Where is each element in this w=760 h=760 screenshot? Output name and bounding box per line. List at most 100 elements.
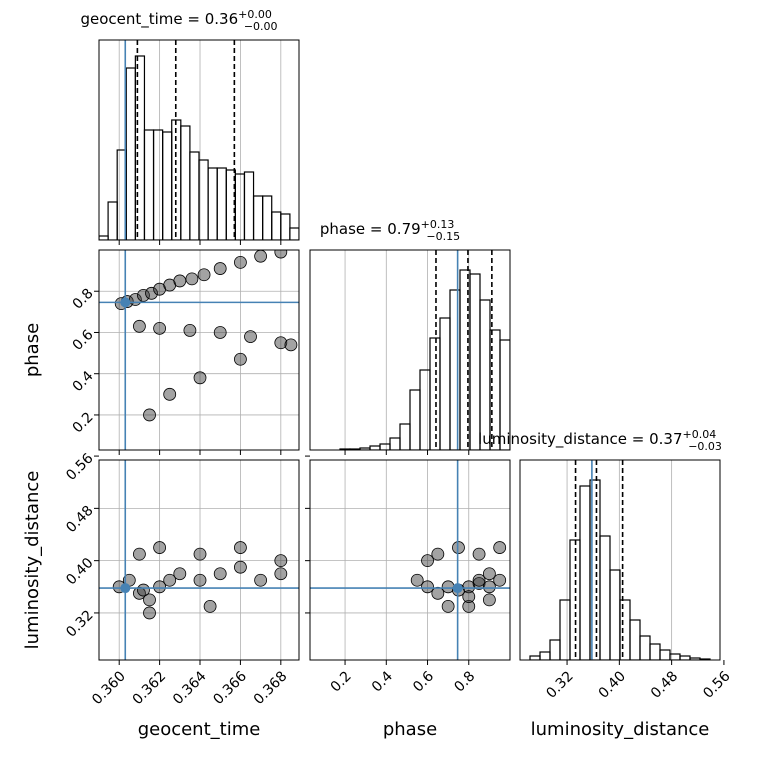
histogram-bin bbox=[125, 67, 136, 240]
density-point bbox=[254, 250, 268, 263]
panel-frame bbox=[98, 249, 300, 451]
density-point bbox=[153, 580, 167, 594]
panel: 0.2 0.4 0.6 0.8 phase bbox=[22, 249, 300, 455]
density-point bbox=[153, 541, 167, 554]
plot-area bbox=[310, 460, 510, 660]
density-point bbox=[493, 573, 507, 587]
panel-frame bbox=[98, 459, 300, 661]
density-point bbox=[493, 541, 507, 554]
histogram-bin bbox=[679, 655, 691, 660]
histogram-bin bbox=[409, 389, 421, 450]
x-tick-label: 0.2 bbox=[328, 668, 355, 695]
panel-title: phase = 0.79+0.13 −0.15 bbox=[320, 218, 460, 243]
density-point bbox=[482, 580, 496, 594]
panel-title: geocent_time = 0.36+0.00 −0.00 bbox=[80, 8, 277, 33]
density-point bbox=[193, 371, 207, 385]
panel-frame bbox=[309, 249, 511, 451]
histogram-bin bbox=[152, 129, 164, 240]
panel-title: luminosity_distance = 0.37+0.04 −0.03 bbox=[478, 428, 722, 453]
density-point bbox=[133, 547, 146, 561]
title-text: geocent_time = 0.36 bbox=[80, 10, 238, 29]
truth-point bbox=[120, 583, 131, 594]
histogram-bin bbox=[234, 173, 246, 240]
plot-area bbox=[99, 250, 299, 450]
histogram-bin bbox=[99, 235, 109, 240]
title-lower: −0.03 bbox=[688, 440, 722, 453]
y-tick-label: 0.2 bbox=[70, 409, 97, 436]
density-point bbox=[274, 554, 288, 568]
panel: 0.360 0.362 0.364 0.366 0.368 0.32 0.40 0.48 0.5… bbox=[22, 450, 300, 740]
histogram-bin bbox=[539, 651, 551, 660]
density-point bbox=[410, 573, 424, 587]
density-point bbox=[153, 321, 167, 335]
histogram-bin bbox=[609, 569, 621, 660]
histogram-bin bbox=[271, 211, 282, 240]
histogram-bin bbox=[379, 443, 391, 450]
density-point bbox=[274, 250, 288, 259]
panel: geocent_time = 0.36+0.00 −0.00 bbox=[80, 8, 300, 245]
density-point bbox=[274, 567, 288, 581]
density-point bbox=[185, 272, 199, 286]
x-tick-label: 0.8 bbox=[451, 668, 478, 695]
density-point bbox=[284, 338, 298, 352]
x-tick-label: 0.366 bbox=[210, 668, 250, 708]
histogram-bin bbox=[659, 649, 671, 660]
density-point bbox=[137, 583, 150, 597]
density-point bbox=[133, 319, 146, 333]
panel: phase = 0.79+0.13 −0.15 bbox=[309, 218, 511, 455]
y-tick-label: 0.4 bbox=[70, 368, 97, 395]
histogram-bin bbox=[180, 125, 191, 240]
density-point bbox=[163, 387, 177, 401]
density-point bbox=[137, 288, 150, 302]
density-point bbox=[274, 336, 288, 350]
histogram-bin bbox=[649, 643, 661, 660]
histogram-bin bbox=[469, 273, 481, 450]
density-point bbox=[163, 573, 177, 587]
density-point bbox=[143, 606, 156, 620]
histogram-bin bbox=[439, 317, 451, 450]
density-point bbox=[183, 324, 197, 337]
histogram-bin bbox=[252, 195, 264, 240]
histogram-bin bbox=[280, 213, 291, 240]
histogram-bin bbox=[499, 339, 510, 450]
title-upper: +0.04 bbox=[683, 428, 717, 441]
histogram-bin bbox=[479, 299, 491, 450]
y-axis-label: phase bbox=[22, 323, 43, 377]
density-point bbox=[462, 590, 476, 604]
truth-point bbox=[120, 297, 131, 308]
histogram-bin bbox=[529, 655, 541, 660]
density-point bbox=[213, 326, 227, 339]
density-point bbox=[173, 274, 187, 288]
density-point bbox=[193, 573, 207, 587]
histogram-bin bbox=[619, 599, 631, 660]
x-tick-label: 0.368 bbox=[251, 668, 291, 708]
density-point bbox=[143, 408, 156, 422]
density-point bbox=[441, 600, 455, 613]
panel-frame bbox=[519, 459, 721, 661]
histogram-bin bbox=[216, 167, 227, 240]
density-point bbox=[462, 600, 476, 613]
histogram-bin bbox=[107, 201, 118, 240]
density-point bbox=[482, 567, 496, 581]
title-upper: +0.00 bbox=[238, 8, 272, 21]
x-tick-label: 0.6 bbox=[410, 668, 437, 695]
density-point bbox=[472, 577, 486, 590]
y-tick-label: 0.40 bbox=[63, 555, 96, 588]
histogram-bin bbox=[189, 151, 200, 240]
x-tick-label: 0.40 bbox=[596, 668, 629, 701]
panel: 0.32 0.40 0.48 0.56 luminosity_distance = 0.… bbox=[478, 428, 734, 740]
x-tick-label: 0.4 bbox=[369, 668, 396, 695]
histogram-bin bbox=[289, 227, 299, 240]
density-point bbox=[472, 573, 486, 587]
panel: 0.2 0.4 0.6 0.8 phase bbox=[305, 455, 511, 740]
density-point bbox=[421, 580, 434, 594]
density-point bbox=[482, 593, 496, 607]
title-upper: +0.13 bbox=[421, 218, 455, 231]
histogram-bin bbox=[599, 535, 611, 660]
density-point bbox=[421, 554, 434, 568]
histogram-bin bbox=[639, 635, 651, 660]
title-text: phase = 0.79 bbox=[320, 220, 421, 238]
density-point bbox=[213, 262, 227, 275]
y-tick-label: 0.56 bbox=[63, 450, 96, 483]
